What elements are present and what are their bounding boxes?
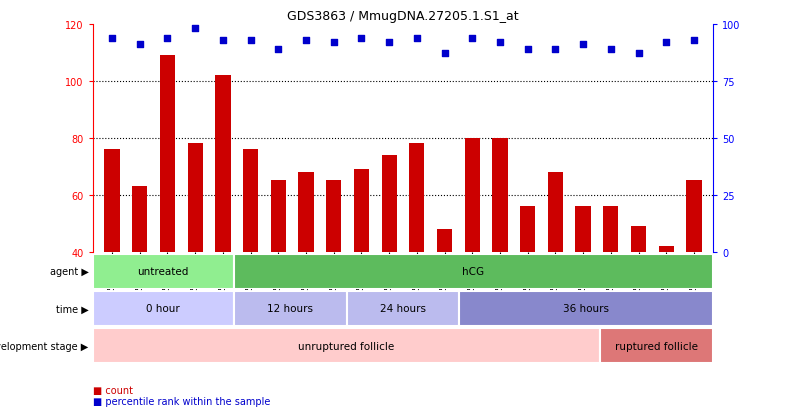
Point (438, 51, 451, 58)
Point (383, 40, 396, 46)
Bar (234, 291, 347, 326)
Text: GDS3863 / MmugDNA.27205.1.S1_at: GDS3863 / MmugDNA.27205.1.S1_at (287, 10, 519, 23)
Point (272, 47, 285, 53)
Point (161, 35, 174, 42)
Text: ■ percentile rank within the sample: ■ percentile rank within the sample (93, 396, 270, 406)
Bar (603, 206, 618, 366)
Point (576, 42, 589, 49)
Bar (271, 181, 286, 366)
Bar (686, 181, 701, 366)
Bar (600, 328, 713, 363)
Point (327, 40, 340, 46)
Text: 24 hours: 24 hours (380, 304, 426, 314)
Point (466, 35, 479, 42)
Text: 12 hours: 12 hours (267, 304, 314, 314)
Text: 36 hours: 36 hours (563, 304, 609, 314)
Bar (234, 254, 713, 289)
Bar (105, 150, 120, 366)
Point (660, 40, 673, 46)
Bar (215, 76, 231, 366)
Text: ■ count: ■ count (93, 385, 133, 395)
Bar (459, 291, 713, 326)
Text: agent ▶: agent ▶ (50, 266, 89, 277)
Point (604, 47, 617, 53)
Point (549, 47, 562, 53)
Bar (659, 246, 674, 366)
Bar (492, 138, 508, 366)
Bar (437, 229, 452, 366)
Bar (575, 206, 591, 366)
Bar (298, 173, 314, 366)
Bar (188, 144, 203, 366)
Bar (520, 206, 535, 366)
Bar (631, 226, 646, 366)
Point (300, 38, 313, 44)
Point (493, 40, 506, 46)
Point (521, 47, 534, 53)
Point (410, 35, 423, 42)
Point (133, 42, 146, 49)
Point (106, 35, 118, 42)
Bar (132, 187, 147, 366)
Bar (93, 328, 600, 363)
Text: untreated: untreated (138, 266, 189, 277)
Bar (326, 181, 342, 366)
Point (189, 26, 202, 33)
Bar (464, 138, 480, 366)
Text: unruptured follicle: unruptured follicle (298, 341, 395, 351)
Bar (381, 155, 397, 366)
Text: hCG: hCG (463, 266, 484, 277)
Point (217, 38, 230, 44)
Bar (243, 150, 258, 366)
Point (355, 35, 368, 42)
Bar (548, 173, 563, 366)
Text: time ▶: time ▶ (56, 304, 89, 314)
Bar (93, 291, 234, 326)
Bar (347, 291, 459, 326)
Bar (354, 170, 369, 366)
Bar (409, 144, 425, 366)
Point (688, 38, 700, 44)
Bar (93, 254, 234, 289)
Text: development stage ▶: development stage ▶ (0, 341, 89, 351)
Text: ruptured follicle: ruptured follicle (616, 341, 698, 351)
Bar (160, 56, 175, 366)
Text: 0 hour: 0 hour (147, 304, 180, 314)
Point (632, 51, 645, 58)
Point (244, 38, 257, 44)
